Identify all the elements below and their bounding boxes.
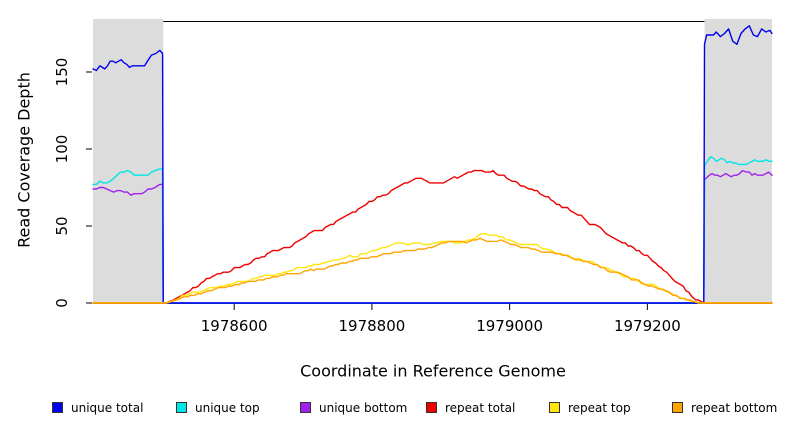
legend-label: unique bottom [319, 400, 408, 415]
series-line-repeat-total [92, 169, 773, 304]
x-tick-label: 1978600 [201, 317, 268, 335]
legend-label: unique total [71, 400, 144, 415]
legend-item-repeat-bottom: repeat bottom [672, 400, 777, 415]
legend-item-unique-total: unique total [52, 400, 143, 415]
series-line-unique-total [92, 25, 773, 304]
legend-label: unique top [195, 400, 260, 415]
legend-swatch-icon [176, 402, 187, 413]
y-tick-label: 0 [53, 298, 71, 308]
x-tick-label: 1978800 [338, 317, 405, 335]
legend-swatch-icon [52, 402, 63, 413]
legend-item-repeat-total: repeat total [426, 400, 515, 415]
shaded-region-left [93, 19, 164, 303]
x-axis-ticks: 1978600 1978800 1979000 1979200 [201, 304, 681, 335]
series-line-unique-bottom [92, 169, 773, 304]
legend-swatch-icon [426, 402, 437, 413]
legend-item-repeat-top: repeat top [549, 400, 631, 415]
y-tick-label: 50 [53, 216, 71, 235]
legend-label: repeat total [445, 400, 516, 415]
legend-label: repeat top [568, 400, 631, 415]
legend-item-unique-bottom: unique bottom [300, 400, 407, 415]
y-axis-title: Read Coverage Depth [14, 72, 34, 248]
x-tick-label: 1979000 [476, 317, 543, 335]
series-line-unique-top [92, 155, 773, 304]
legend-swatch-icon [300, 402, 311, 413]
y-axis-ticks: 0 50 100 150 [53, 58, 92, 308]
legend-swatch-icon [672, 402, 683, 413]
legend-item-unique-top: unique top [176, 400, 260, 415]
x-tick-label: 1979200 [614, 317, 681, 335]
y-tick-label: 150 [53, 58, 71, 87]
legend-swatch-icon [549, 402, 560, 413]
legend-label: repeat bottom [691, 400, 778, 415]
y-tick-label: 100 [53, 135, 71, 164]
x-axis-title: Coordinate in Reference Genome [300, 361, 566, 381]
series-line-repeat-bottom [92, 237, 773, 304]
